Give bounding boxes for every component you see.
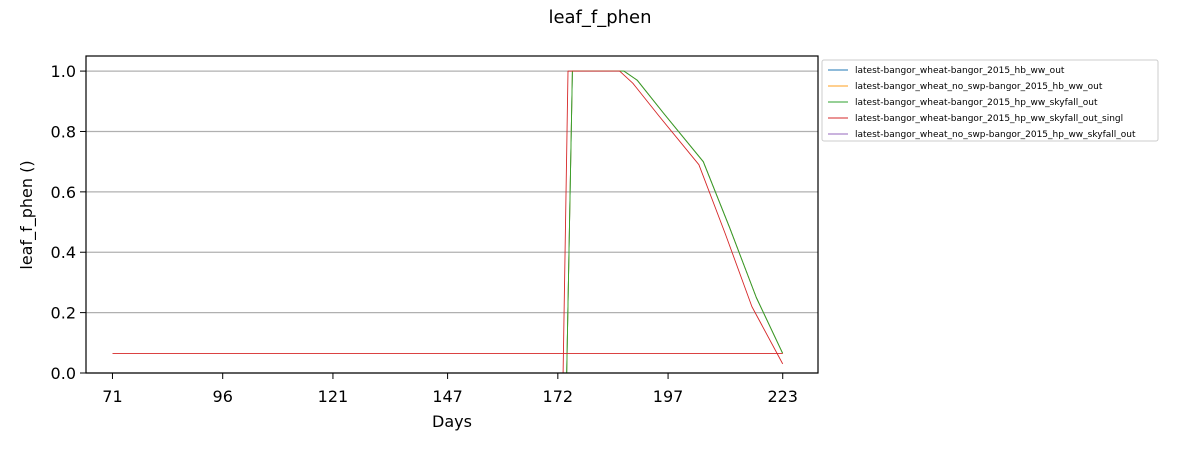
legend-entry: latest-bangor_wheat-bangor_2015_hp_ww_sk… <box>855 114 1123 124</box>
series-line-3 <box>566 70 784 374</box>
series-line-1 <box>566 70 784 374</box>
y-tick-label: 0.8 <box>51 122 76 141</box>
x-tick-label: 71 <box>102 387 122 406</box>
x-tick-label: 96 <box>213 387 233 406</box>
y-tick-label: 0.2 <box>51 304 76 323</box>
legend-entry: latest-bangor_wheat-bangor_2015_hb_ww_ou… <box>855 66 1065 76</box>
y-axis: 0.0 0.2 0.4 0.6 0.8 1.0 <box>51 62 86 383</box>
series-line-4 <box>112 70 784 374</box>
x-tick-label: 223 <box>767 387 798 406</box>
y-tick-label: 0.0 <box>51 364 76 383</box>
y-tick-label: 0.6 <box>51 183 76 202</box>
legend-entry: latest-bangor_wheat-bangor_2015_hp_ww_sk… <box>855 98 1098 108</box>
legend-frame <box>821 59 1159 142</box>
y-tick-label: 0.4 <box>51 243 76 262</box>
y-tick-label: 1.0 <box>51 62 76 81</box>
y-axis-label: leaf_f_phen () <box>17 160 37 269</box>
gridlines <box>86 70 818 374</box>
plot-frame <box>85 55 819 374</box>
x-tick-label: 197 <box>653 387 684 406</box>
legend-entry: latest-bangor_wheat_no_swp-bangor_2015_h… <box>855 130 1136 140</box>
series-line-2 <box>566 70 784 374</box>
x-tick-label: 121 <box>318 387 349 406</box>
x-tick-label: 172 <box>543 387 574 406</box>
legend: latest-bangor_wheat-bangor_2015_hb_ww_ou… <box>821 59 1159 142</box>
x-tick-label: 147 <box>432 387 463 406</box>
series-lines <box>112 70 784 374</box>
legend-entry: latest-bangor_wheat_no_swp-bangor_2015_h… <box>855 82 1103 92</box>
chart-title: leaf_f_phen <box>548 7 651 28</box>
x-axis: 71 96 121 147 172 197 223 <box>102 373 798 406</box>
x-axis-label: Days <box>432 412 472 431</box>
